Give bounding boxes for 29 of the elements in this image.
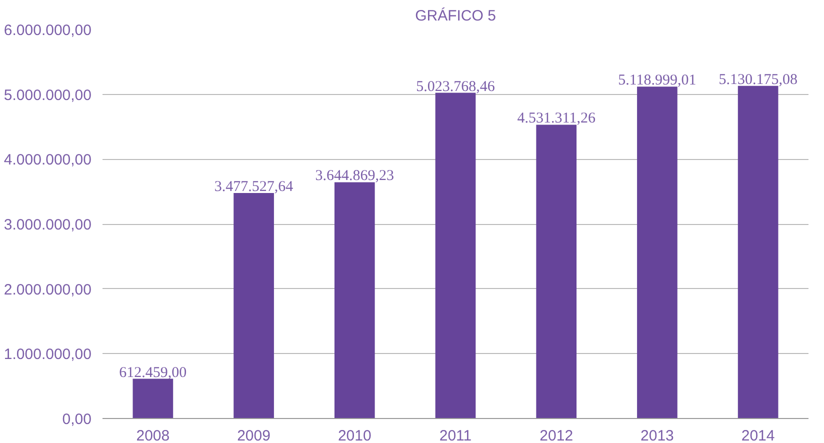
data-label: 3.644.869,23 bbox=[315, 168, 394, 184]
bar bbox=[234, 193, 274, 418]
bar bbox=[738, 86, 778, 418]
data-label: 5.118.999,01 bbox=[618, 72, 696, 89]
data-label: 4.531.311,26 bbox=[517, 110, 596, 127]
data-label: 612.459,00 bbox=[119, 364, 187, 381]
x-tick-label: 2011 bbox=[439, 428, 472, 443]
y-tick-label: 5.000.000,00 bbox=[4, 86, 92, 104]
bar bbox=[132, 378, 174, 418]
x-tick-label: 2008 bbox=[136, 428, 170, 443]
data-label: 5.023.768,46 bbox=[416, 78, 496, 95]
x-tick-label: 2009 bbox=[237, 428, 270, 443]
bar bbox=[536, 124, 577, 418]
bar bbox=[637, 86, 678, 418]
y-tick-label: 1.000.000,00 bbox=[4, 346, 92, 364]
x-tick-label: 2014 bbox=[741, 428, 775, 443]
x-tick-label: 2012 bbox=[540, 428, 574, 443]
y-tick-label: 3.000.000,00 bbox=[4, 216, 92, 234]
bar bbox=[435, 92, 476, 418]
data-label: 5.130.175,08 bbox=[718, 72, 798, 88]
chart-title: GRÁFICO 5 bbox=[415, 6, 496, 24]
bar bbox=[334, 182, 375, 418]
data-label: 3.477.527,64 bbox=[214, 179, 294, 196]
x-tick-label: 2010 bbox=[338, 428, 372, 443]
x-tick-label: 2013 bbox=[640, 428, 674, 443]
y-tick-label: 0,00 bbox=[62, 411, 92, 428]
y-tick-label: 6.000.000,00 bbox=[4, 22, 92, 39]
y-tick-label: 2.000.000,00 bbox=[4, 281, 92, 298]
y-tick-label: 4.000.000,00 bbox=[4, 152, 92, 169]
